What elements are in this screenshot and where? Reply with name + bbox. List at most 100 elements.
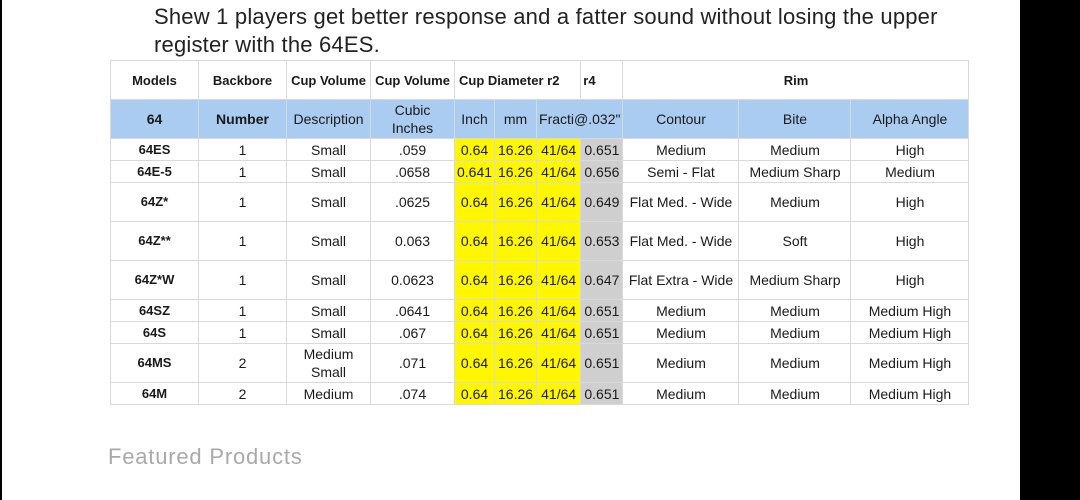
cell-cubic-inches: .0641: [370, 299, 455, 322]
cell-inch: 0.641: [453, 160, 496, 183]
cell-bite: Medium: [738, 182, 852, 222]
cell-description: Small: [286, 138, 371, 161]
cell-fraction: 41/64: [536, 160, 582, 183]
cell-model: 64S: [110, 321, 199, 344]
cell-fraction: 41/64: [536, 138, 582, 161]
cell-contour: Semi - Flat: [622, 160, 740, 183]
cell-cubic-inches: .071: [370, 343, 455, 383]
cell-fraction: 41/64: [536, 182, 582, 222]
header-row: Models Backbore Cup Volume Cup Volume Cu…: [110, 60, 970, 100]
table-row: 64Z** 1 Small 0.063 0.64 16.26 41/64 0.653 Flat …: [110, 221, 970, 261]
cell-alpha-angle: Medium High: [850, 299, 970, 322]
cell-r4: 0.651: [580, 299, 624, 322]
cell-bite: Medium Sharp: [738, 160, 852, 183]
cell-inch: 0.64: [453, 321, 496, 344]
cell-description: Small: [286, 160, 371, 183]
cell-mm: 16.26: [494, 321, 538, 344]
cell-alpha-angle: High: [850, 260, 970, 300]
cell-inch: 0.64: [453, 182, 496, 222]
cell-inch: 0.64: [453, 138, 496, 161]
cell-model: 64ES: [110, 138, 199, 161]
cell-r4: 0.651: [580, 343, 624, 383]
cell-bite: Medium: [738, 299, 852, 322]
cell-r4: 0.651: [580, 321, 624, 344]
cell-r4: 0.656: [580, 160, 624, 183]
cell-alpha-angle: Medium High: [850, 343, 970, 383]
cell-r4: 0.651: [580, 382, 624, 405]
cell-description: Small: [286, 221, 371, 261]
cell-backbore-number: 1: [198, 260, 287, 300]
cell-bite: Medium: [738, 382, 852, 405]
headline: Shew 1 players get better response and a…: [154, 4, 938, 57]
header-models: Models: [110, 60, 199, 100]
cell-model: 64SZ: [110, 299, 199, 322]
cell-description: Medium Small: [286, 343, 371, 383]
table-row: 64MS 2 Medium Small .071 0.64 16.26 41/64 0.651…: [110, 343, 970, 383]
cell-cubic-inches: .059: [370, 138, 455, 161]
mouthpiece-spec-table: Models Backbore Cup Volume Cup Volume Cu…: [110, 60, 970, 405]
subheader-mm: mm: [494, 99, 538, 139]
subheader-inch: Inch: [453, 99, 496, 139]
cell-fraction: 41/64: [536, 382, 582, 405]
cell-description: Medium: [286, 382, 371, 405]
subheader-description: Description: [286, 99, 371, 139]
cell-mm: 16.26: [494, 343, 538, 383]
cell-contour: Flat Med. - Wide: [622, 221, 740, 261]
cell-contour: Flat Extra - Wide: [622, 260, 740, 300]
cell-description: Small: [286, 299, 371, 322]
cell-alpha-angle: Medium High: [850, 382, 970, 405]
header-cup-diameter: Cup Diameter r2: [453, 60, 582, 100]
cell-backbore-number: 1: [198, 221, 287, 261]
cell-model: 64MS: [110, 343, 199, 383]
table-row: 64ES 1 Small .059 0.64 16.26 41/64 0.651 Medium M…: [110, 138, 970, 161]
subheader-bite: Bite: [738, 99, 852, 139]
cell-backbore-number: 2: [198, 382, 287, 405]
cell-cubic-inches: .074: [370, 382, 455, 405]
cell-inch: 0.64: [453, 221, 496, 261]
cell-r4: 0.651: [580, 138, 624, 161]
cell-mm: 16.26: [494, 382, 538, 405]
cell-cubic-inches: .067: [370, 321, 455, 344]
cell-inch: 0.64: [453, 382, 496, 405]
cell-backbore-number: 1: [198, 138, 287, 161]
cell-bite: Medium: [738, 138, 852, 161]
cell-bite: Medium Sharp: [738, 260, 852, 300]
cell-cubic-inches: .0625: [370, 182, 455, 222]
header-cup-volume-b: Cup Volume: [370, 60, 455, 100]
cell-alpha-angle: Medium High: [850, 321, 970, 344]
header-cup-volume-a: Cup Volume: [286, 60, 371, 100]
cell-mm: 16.26: [494, 260, 538, 300]
cell-contour: Medium: [622, 321, 740, 344]
table-row: 64Z* 1 Small .0625 0.64 16.26 41/64 0.649 Flat M…: [110, 182, 970, 222]
cell-contour: Flat Med. - Wide: [622, 182, 740, 222]
cell-description: Small: [286, 182, 371, 222]
page: Shew 1 players get better response and a…: [2, 0, 1020, 500]
cell-bite: Medium: [738, 343, 852, 383]
cell-fraction: 41/64: [536, 260, 582, 300]
cell-contour: Medium: [622, 138, 740, 161]
cell-alpha-angle: Medium: [850, 160, 970, 183]
subheader-cubic-inches: Cubic Inches: [370, 99, 455, 139]
table-row: 64E-5 1 Small .0658 0.641 16.26 41/64 0.656 Semi…: [110, 160, 970, 183]
featured-products-heading: Featured Products: [108, 444, 303, 469]
cell-r4: 0.647: [580, 260, 624, 300]
table-row: 64Z*W 1 Small 0.0623 0.64 16.26 41/64 0.647 Flat…: [110, 260, 970, 300]
cell-model: 64Z**: [110, 221, 199, 261]
cell-contour: Medium: [622, 299, 740, 322]
cell-contour: Medium: [622, 343, 740, 383]
cell-mm: 16.26: [494, 299, 538, 322]
header-rim: Rim: [622, 60, 970, 100]
cell-r4: 0.653: [580, 221, 624, 261]
header-backbore: Backbore: [198, 60, 287, 100]
cell-description: Small: [286, 260, 371, 300]
subheader-contour: Contour: [622, 99, 740, 139]
header-r4: r4: [580, 60, 624, 100]
cell-alpha-angle: High: [850, 221, 970, 261]
cell-mm: 16.26: [494, 160, 538, 183]
cell-inch: 0.64: [453, 343, 496, 383]
cell-inch: 0.64: [453, 260, 496, 300]
cell-model: 64Z*W: [110, 260, 199, 300]
cell-backbore-number: 1: [198, 299, 287, 322]
cell-cubic-inches: 0.0623: [370, 260, 455, 300]
cell-bite: Soft: [738, 221, 852, 261]
